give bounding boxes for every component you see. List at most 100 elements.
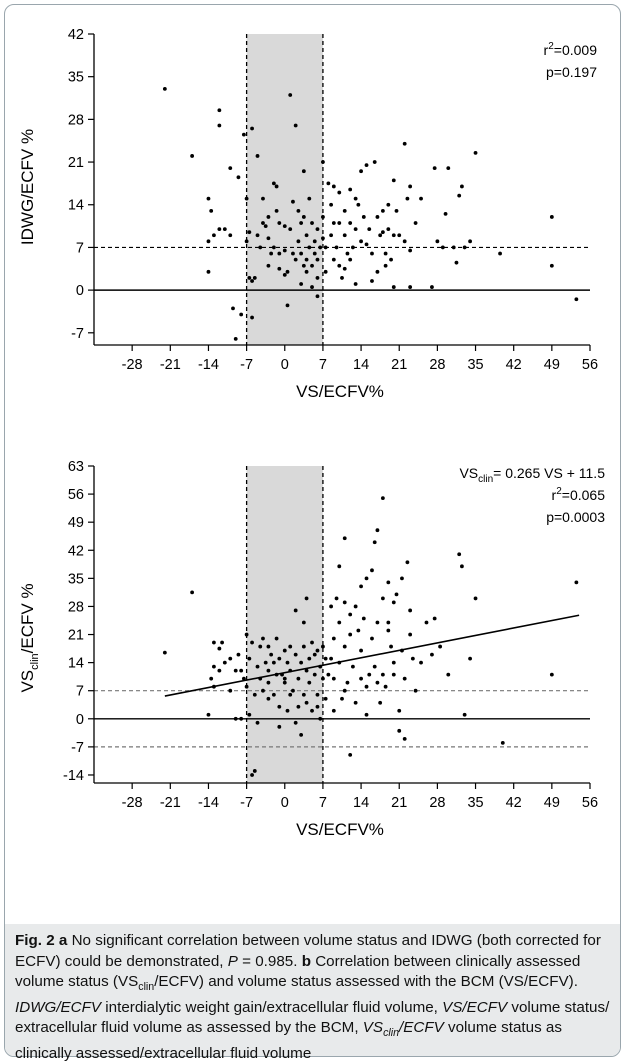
data-point [212, 664, 216, 669]
data-point [250, 773, 254, 777]
y-tick-label: 49 [68, 515, 84, 531]
data-point [296, 704, 301, 709]
data-point [277, 656, 282, 661]
data-point [394, 592, 399, 597]
data-point [296, 239, 301, 244]
data-point [312, 652, 317, 657]
data-point [402, 736, 407, 741]
data-point [331, 257, 336, 262]
data-point [408, 632, 413, 637]
data-point [228, 166, 233, 171]
x-tick-label: 14 [353, 795, 369, 811]
data-point [408, 248, 413, 253]
data-point [266, 668, 271, 673]
data-point [274, 208, 279, 213]
data-point [321, 236, 325, 241]
data-point [391, 672, 396, 677]
data-point [386, 227, 391, 232]
x-tick-label: 35 [467, 357, 483, 373]
data-point [424, 620, 429, 625]
data-point [498, 251, 502, 256]
data-point [239, 716, 244, 721]
y-tick-label: 14 [68, 198, 84, 214]
data-point [258, 644, 263, 649]
data-point [217, 108, 222, 113]
data-point [299, 221, 304, 225]
data-point [250, 640, 254, 645]
data-point [397, 708, 402, 713]
data-point [432, 166, 437, 171]
r2-annotation: r2=0.009 [544, 41, 598, 58]
data-point [351, 664, 355, 669]
data-point [315, 704, 320, 709]
x-axis-title: VS/ECFV% [296, 820, 384, 839]
caption-b-text2: /ECFV) and volume status assessed with t… [154, 973, 578, 990]
data-point [315, 257, 320, 262]
y-tick-label: 56 [68, 487, 84, 503]
data-point [348, 187, 353, 192]
data-point [274, 672, 279, 677]
data-point [321, 160, 325, 164]
caption-abbr1: IDWG/ECFV [15, 998, 102, 1016]
data-point [220, 640, 224, 645]
data-point [438, 644, 443, 649]
data-point [410, 656, 415, 661]
data-point [288, 692, 293, 697]
data-point [206, 269, 211, 274]
caption-a-p-value: = 0.985. [242, 952, 298, 970]
x-tick-label: 49 [544, 357, 560, 373]
data-point [386, 628, 391, 633]
data-point [321, 215, 325, 219]
data-point [293, 652, 298, 657]
data-point [206, 239, 211, 244]
data-point [250, 315, 254, 320]
data-point [337, 564, 342, 569]
data-point [342, 600, 347, 605]
data-point [291, 688, 295, 693]
data-point [413, 221, 418, 225]
data-point [271, 692, 276, 697]
data-point [334, 245, 339, 250]
data-point [342, 644, 347, 649]
p-annotation: p=0.197 [546, 64, 597, 80]
caption-abbr2: VS/ECFV [442, 998, 508, 1016]
x-tick-label: -14 [198, 795, 219, 811]
data-point [293, 608, 298, 613]
data-point [212, 684, 216, 689]
x-tick-label: -7 [240, 357, 253, 373]
data-point [408, 285, 413, 289]
data-point [217, 123, 222, 128]
data-point [312, 672, 317, 677]
data-point [419, 196, 423, 201]
caption-a-label: a [58, 932, 68, 949]
caption-b-label: b [301, 952, 311, 970]
x-tick-label: 21 [391, 795, 407, 811]
data-point [380, 596, 385, 601]
data-point [228, 656, 233, 661]
y-tick-label: 7 [76, 684, 84, 700]
data-point [296, 676, 301, 681]
data-point [460, 564, 464, 569]
data-point [454, 260, 459, 265]
data-point [329, 233, 333, 238]
data-point [315, 276, 320, 280]
data-point [252, 769, 257, 773]
data-point [222, 227, 227, 232]
data-point [326, 672, 331, 677]
data-point [277, 221, 282, 225]
data-point [430, 285, 434, 289]
data-point [288, 668, 293, 673]
data-point [446, 166, 451, 171]
data-point [252, 692, 257, 697]
data-point [217, 227, 222, 232]
caption-abbr1-def: interdialytic weight gain/extracellular … [105, 998, 438, 1016]
data-point [304, 596, 309, 601]
data-point [375, 620, 380, 625]
data-point [304, 269, 309, 274]
data-point [271, 660, 276, 665]
data-point [228, 688, 233, 693]
data-point [334, 596, 339, 601]
data-point [244, 632, 249, 637]
data-point [274, 184, 279, 189]
figure-caption: Fig. 2 a No significant correlation betw… [5, 924, 620, 1062]
